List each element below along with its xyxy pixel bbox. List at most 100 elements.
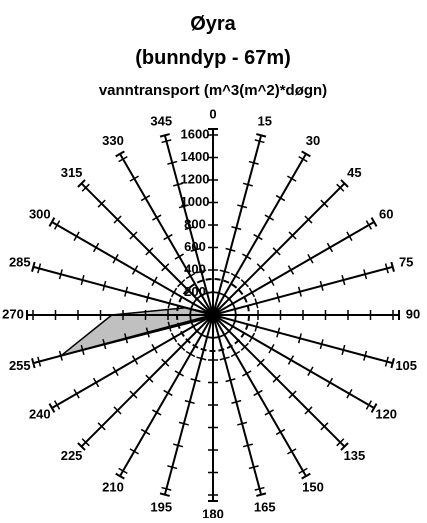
tick-mark: [276, 327, 281, 338]
tick-mark: [384, 356, 389, 367]
tick-mark: [145, 247, 154, 256]
r-tick-label: 800: [184, 216, 206, 231]
spoke: [212, 135, 263, 316]
category-label: 165: [254, 500, 276, 515]
tick-mark: [287, 448, 297, 455]
spoke-cap: [301, 472, 311, 480]
tick-mark: [185, 350, 196, 358]
category-label: 120: [375, 406, 397, 421]
category-label: 0: [209, 106, 216, 121]
tick-mark: [196, 269, 207, 274]
spoke: [212, 265, 393, 316]
tick-mark: [80, 275, 85, 286]
chart-title: Øyra: [190, 13, 236, 35]
tick-mark: [288, 231, 297, 240]
tick-mark: [102, 280, 107, 291]
tick-mark: [219, 356, 230, 361]
tick-mark: [242, 253, 252, 260]
spoke: [212, 314, 307, 477]
category-label: 30: [306, 133, 320, 148]
tick-mark: [254, 486, 265, 491]
spoke-cap: [390, 358, 395, 369]
tick-mark: [254, 321, 259, 332]
tick-mark: [297, 333, 302, 344]
tick-mark: [167, 321, 172, 332]
category-label: 105: [395, 358, 417, 373]
category-label: 255: [9, 358, 31, 373]
axis-label: vanntransport (m^3(m^2)*døgn): [99, 82, 327, 99]
tick-mark: [37, 263, 42, 274]
tick-mark: [73, 231, 80, 241]
spoke: [212, 314, 375, 409]
spoke-cap: [370, 217, 378, 227]
tick-mark: [81, 438, 90, 447]
tick-mark: [256, 263, 265, 272]
tick-mark: [140, 428, 151, 436]
tick-mark: [113, 406, 122, 415]
spoke-cap: [390, 261, 395, 272]
spoke: [80, 314, 214, 448]
tick-mark: [219, 269, 230, 274]
tick-mark: [298, 467, 308, 475]
tick-mark: [230, 350, 241, 358]
category-label: 240: [29, 406, 51, 421]
tick-mark: [174, 370, 184, 377]
tick-mark: [81, 183, 90, 192]
tick-mark: [53, 400, 61, 410]
tick-mark: [92, 242, 100, 253]
tick-mark: [304, 215, 313, 224]
spoke-cap: [256, 492, 267, 497]
tick-mark: [196, 356, 207, 361]
tick-mark: [264, 409, 274, 416]
tick-mark: [336, 183, 345, 192]
r-tick-label: 1200: [181, 171, 210, 186]
tick-mark: [129, 175, 139, 182]
tick-mark: [131, 265, 139, 275]
tick-mark: [161, 486, 172, 491]
tick-mark: [112, 254, 119, 264]
tick-mark: [276, 292, 281, 303]
tick-mark: [297, 286, 302, 297]
tick-mark: [225, 378, 236, 383]
tick-mark: [112, 366, 119, 376]
tick-mark: [190, 378, 201, 383]
spoke-cap: [48, 217, 56, 227]
tick-mark: [237, 421, 248, 426]
spoke: [212, 153, 307, 316]
tick-mark: [365, 400, 373, 410]
tick-mark: [248, 287, 256, 298]
tick-mark: [161, 139, 172, 144]
category-label: 75: [399, 255, 413, 270]
tick-mark: [190, 247, 201, 252]
spoke: [212, 182, 346, 316]
tick-mark: [53, 220, 61, 230]
spoke-cap: [159, 133, 170, 138]
tick-mark: [248, 160, 259, 165]
tick-mark: [177, 342, 186, 351]
spoke: [33, 265, 214, 316]
spoke: [119, 314, 214, 477]
category-label: 195: [150, 500, 172, 515]
tick-mark: [242, 182, 253, 187]
spoke: [163, 135, 214, 316]
spoke-cap: [256, 133, 267, 138]
tick-mark: [163, 233, 173, 241]
tick-mark: [242, 443, 253, 448]
tick-mark: [253, 233, 263, 241]
spoke: [163, 314, 214, 495]
spoke-cap: [115, 150, 125, 158]
tick-mark: [184, 226, 195, 231]
tick-mark: [163, 389, 173, 397]
tick-mark: [145, 327, 150, 338]
spoke: [212, 314, 346, 448]
tick-mark: [242, 370, 252, 377]
tick-mark: [97, 422, 106, 431]
r-tick-label: 1000: [181, 194, 210, 209]
tick-mark: [326, 242, 334, 253]
tick-mark: [307, 366, 314, 376]
tick-mark: [80, 344, 85, 355]
tick-mark: [173, 443, 184, 448]
tick-mark: [275, 194, 286, 202]
spoke: [80, 182, 214, 316]
